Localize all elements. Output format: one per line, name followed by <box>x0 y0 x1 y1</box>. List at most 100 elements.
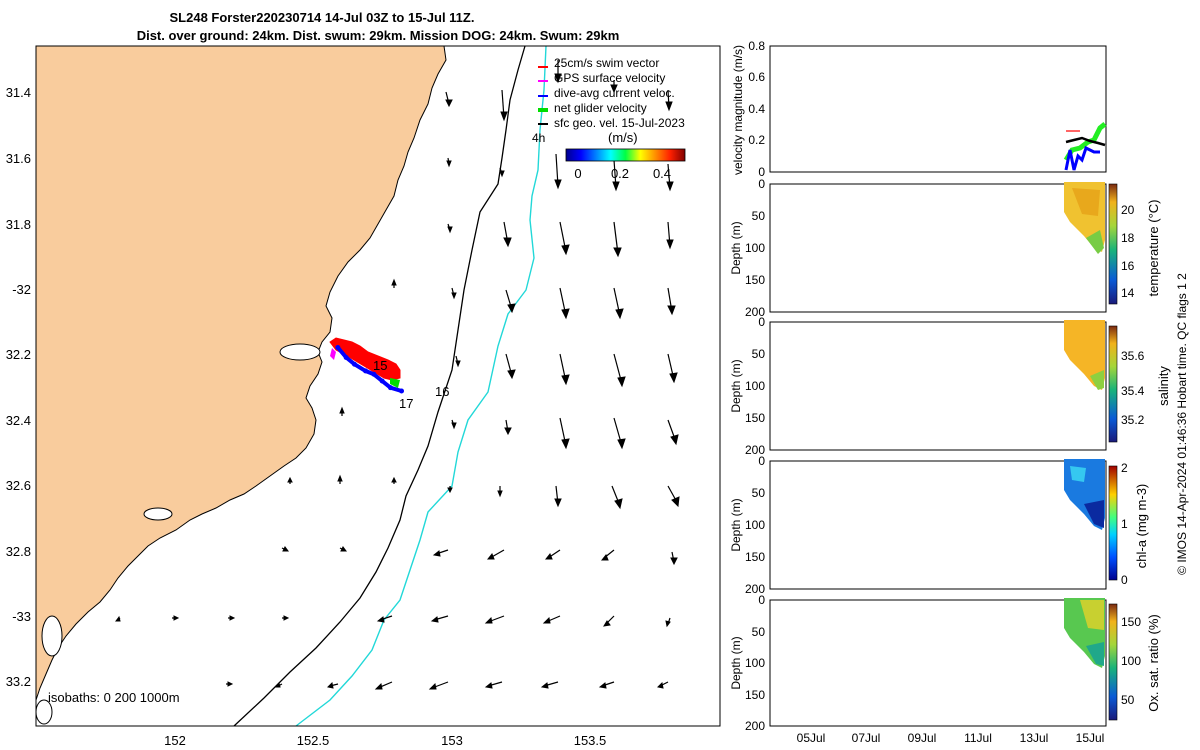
oxygen-label: Ox. sat. ratio (%) <box>1146 614 1161 712</box>
chl-high-patch <box>1070 466 1086 482</box>
current-vector <box>666 221 674 250</box>
time-tick-label: 09Jul <box>908 731 937 745</box>
current-vector <box>374 681 393 690</box>
colorbar-tick: 0.2 <box>611 166 629 181</box>
time-tick-label: 13Jul <box>1020 731 1049 745</box>
current-vector <box>613 287 624 320</box>
legend-label: sfc geo. vel. 15-Jul-2023 <box>554 116 685 130</box>
salinity-colorbar <box>1108 325 1118 443</box>
depth-label: Depth (m) <box>729 359 743 412</box>
temperature-cbar-tick: 16 <box>1121 259 1135 273</box>
time-tick-label: 05Jul <box>797 731 826 745</box>
current-vector <box>275 681 283 688</box>
current-vector <box>503 221 512 248</box>
lake-shape <box>143 507 173 521</box>
depth-tick: 0 <box>758 315 765 329</box>
depth-axes-labels: 0 50 100 150 200 Depth (m) 0 50 100 150 … <box>729 177 765 733</box>
land-mass <box>35 45 447 701</box>
depth-tick: 150 <box>745 688 765 702</box>
depth-tick: 0 <box>758 593 765 607</box>
current-vector <box>554 60 562 84</box>
legend-hours: 4h <box>532 131 545 145</box>
lat-tick-label: -32 <box>12 282 31 297</box>
colorbar-tick: 0.4 <box>653 166 671 181</box>
lon-axis: 152 152.5 153 153.5 <box>164 733 606 748</box>
temperature-colorbar <box>1108 183 1118 305</box>
depth-tick: 150 <box>745 273 765 287</box>
colorbar-tick: 0 <box>574 166 581 181</box>
lon-tick-label: 152.5 <box>297 733 330 748</box>
chl-low-patch <box>1084 500 1104 528</box>
current-vector <box>554 485 562 508</box>
temperature-axes <box>769 183 1107 313</box>
current-vector <box>451 419 457 430</box>
depth-tick: 0 <box>758 454 765 468</box>
depth-tick: 200 <box>745 443 765 457</box>
lat-tick-label: 31.6 <box>6 151 31 166</box>
lat-tick-label: 32.4 <box>6 413 31 428</box>
depth-label: Depth (m) <box>729 636 743 689</box>
current-vector <box>540 681 559 689</box>
oxygen-axes <box>769 599 1107 727</box>
track-point <box>399 388 405 394</box>
current-vector <box>613 417 626 450</box>
track-day-label: 16 <box>435 384 449 399</box>
current-vector <box>613 353 626 388</box>
current-vector <box>391 476 397 484</box>
velocity-series-blue <box>1064 145 1100 171</box>
temperature-warm-patch <box>1072 188 1100 216</box>
temperature-cbar-tick: 18 <box>1121 231 1135 245</box>
lon-tick-label: 153 <box>441 733 463 748</box>
track-point <box>371 371 377 377</box>
current-vector <box>497 486 503 498</box>
current-vector <box>376 615 393 623</box>
current-vector <box>339 546 347 552</box>
current-vector <box>228 615 236 621</box>
legend-label: 25cm/s swim vector <box>554 56 659 70</box>
figure-title-line2: Dist. over ground: 24km. Dist. swum: 29k… <box>137 28 620 43</box>
track-points <box>335 344 405 394</box>
salinity-cbar-tick: 35.2 <box>1121 413 1145 427</box>
track-point <box>351 361 357 367</box>
current-vector <box>391 278 397 288</box>
map-panel: 15 16 17 isobaths: 0 200 1000m 25cm/s sw… <box>6 45 721 748</box>
current-vector <box>115 615 121 622</box>
depth-tick: 200 <box>745 305 765 319</box>
lake-shape <box>41 615 63 657</box>
track-point <box>363 368 369 374</box>
current-vector <box>500 89 508 122</box>
current-vector <box>544 549 561 560</box>
current-vector <box>505 289 516 314</box>
time-tick-label: 07Jul <box>852 731 881 745</box>
depth-tick: 50 <box>752 347 766 361</box>
map-legend: 25cm/s swim vector GPS surface velocity … <box>532 56 685 145</box>
figure-title-line1: SL248 Forster220230714 14-Jul 03Z to 15-… <box>170 10 475 25</box>
salinity-cbar-tick: 35.4 <box>1121 384 1145 398</box>
current-vector <box>559 417 570 450</box>
time-tick-label: 11Jul <box>964 731 992 745</box>
temperature-cbar-tick: 20 <box>1121 203 1135 217</box>
lon-tick-label: 152 <box>164 733 186 748</box>
velocity-tick: 0.8 <box>748 39 765 53</box>
velocity-tick: 0.2 <box>748 133 765 147</box>
velocity-tick: 0.4 <box>748 102 765 116</box>
current-vector <box>484 681 503 689</box>
temperature-label: temperature (°C) <box>1146 200 1161 297</box>
track-day-label: 15 <box>373 358 387 373</box>
lon-tick-label: 153.5 <box>574 733 607 748</box>
velocity-tick: 0.6 <box>748 70 765 84</box>
chl-panel: 2 1 0 chl-a (mg m-3) <box>769 459 1149 590</box>
oxygen-cbar-tick: 100 <box>1121 654 1141 668</box>
colorbar-unit: (m/s) <box>608 130 638 145</box>
salinity-cbar-tick: 35.6 <box>1121 349 1145 363</box>
velocity-panel: 0.8 0.6 0.4 0.2 0 velocity magnitude (m/… <box>731 39 1107 179</box>
current-vector <box>610 80 618 94</box>
depth-tick: 150 <box>745 550 765 564</box>
salinity-fresh-patch <box>1090 370 1104 390</box>
current-vector <box>666 163 674 192</box>
current-vector <box>603 615 615 627</box>
current-vector <box>432 549 449 557</box>
current-vector <box>612 159 620 192</box>
imos-footer: © IMOS 14-Apr-2024 01:46:36 Hobart time.… <box>1175 273 1189 575</box>
